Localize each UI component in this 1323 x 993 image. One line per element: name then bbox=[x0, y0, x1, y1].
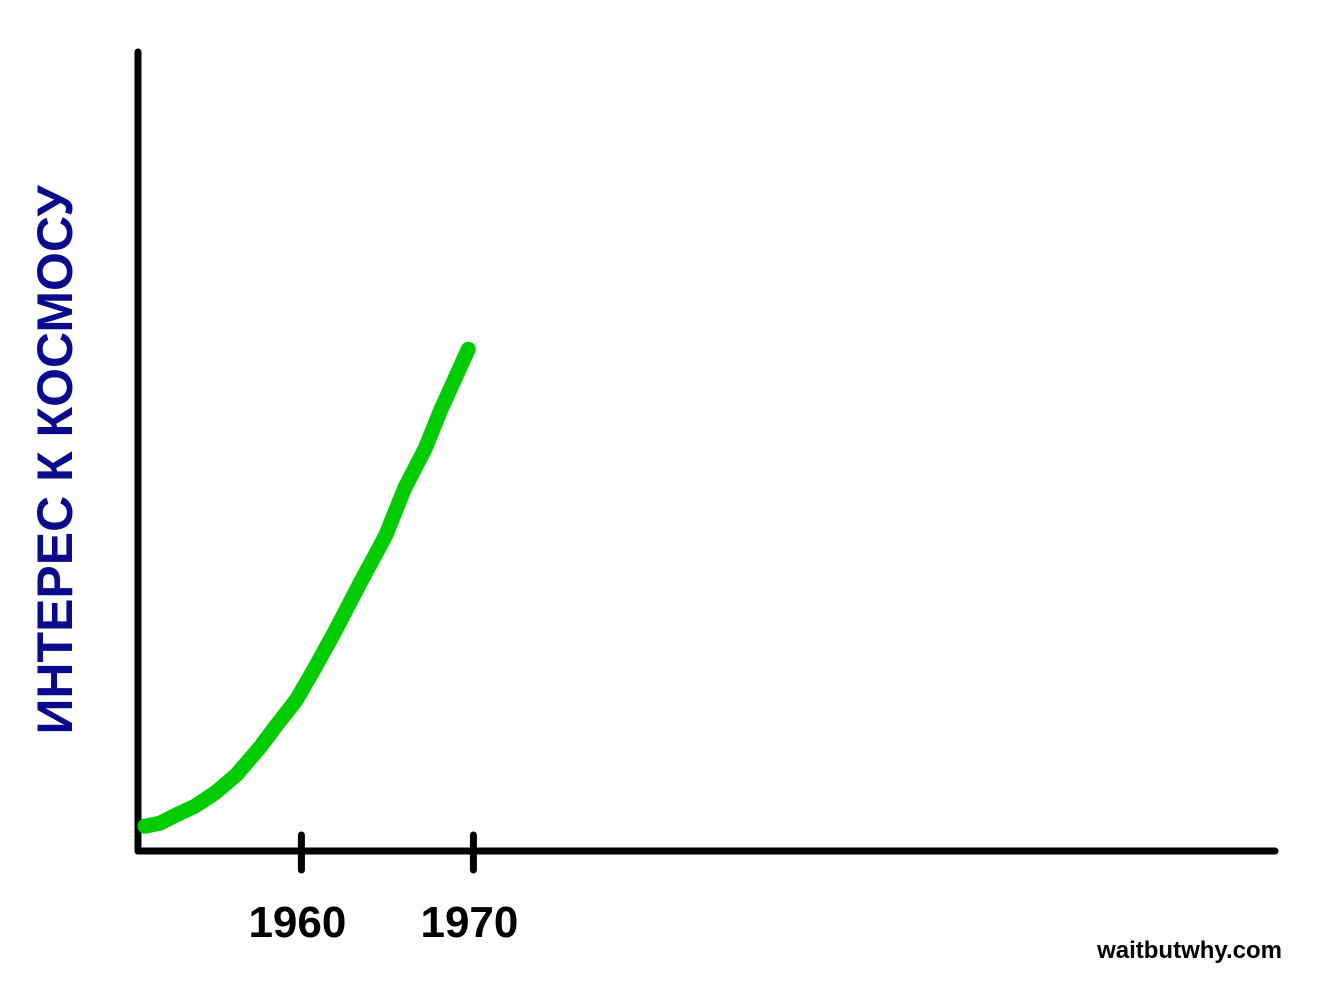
x-tick-label: 1970 bbox=[420, 898, 518, 947]
y-axis-label: ИНТЕРЕС К КОСМОСУ bbox=[27, 185, 83, 735]
data-line bbox=[137, 341, 476, 834]
x-tick-label: 1960 bbox=[248, 898, 346, 947]
source-label: waitbutwhy.com bbox=[1096, 937, 1282, 964]
